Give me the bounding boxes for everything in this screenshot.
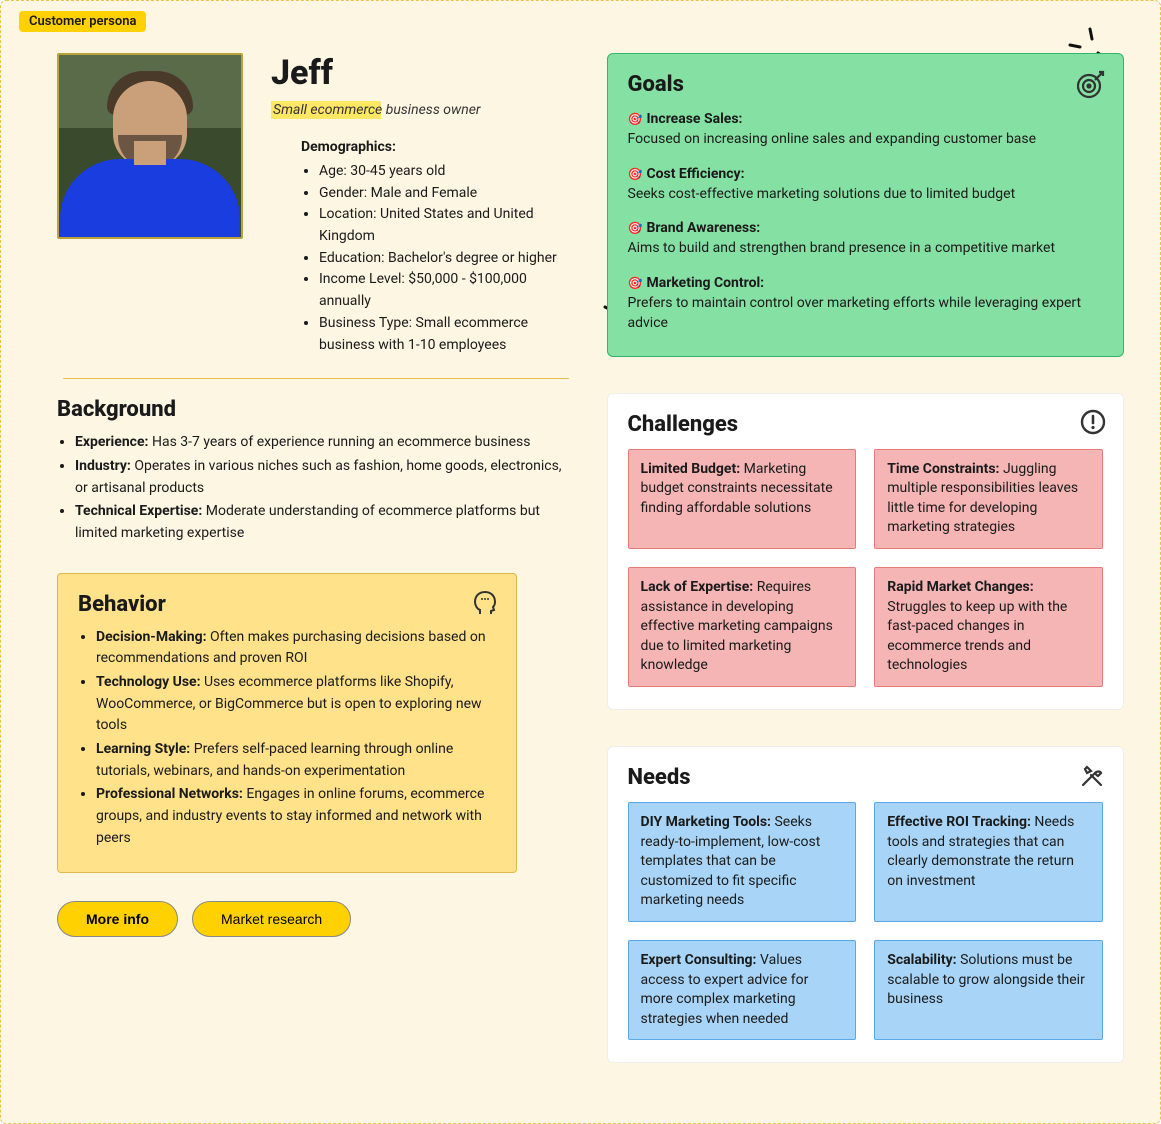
behavior-item: Technology Use: Uses ecommerce platforms… — [96, 672, 496, 737]
challenge-card: Limited Budget: Marketing budget constra… — [628, 449, 857, 549]
persona-page: Customer persona Jeff Small ecommerce bu… — [0, 0, 1161, 1124]
need-card: Effective ROI Tracking: Needs tools and … — [874, 802, 1103, 922]
challenges-panel: Challenges Limited Budget: Marketing bud… — [607, 393, 1125, 710]
profile-header: Jeff Small ecommerce business owner Demo… — [57, 53, 575, 356]
demographics-item: Location: United States and United Kingd… — [319, 204, 575, 247]
separator — [63, 378, 569, 379]
behavior-list: Decision-Making: Often makes purchasing … — [78, 627, 496, 850]
behavior-item: Decision-Making: Often makes purchasing … — [96, 627, 496, 670]
demographics-item: Age: 30-45 years old — [319, 161, 575, 183]
need-card: Scalability: Solutions must be scalable … — [874, 940, 1103, 1040]
challenge-card: Time Constraints: Juggling multiple resp… — [874, 449, 1103, 549]
head-icon — [470, 588, 500, 618]
goal-item: 🎯Cost Efficiency:Seeks cost-effective ma… — [628, 164, 1104, 205]
behavior-item: Learning Style: Prefers self-paced learn… — [96, 739, 496, 782]
demographics-item: Income Level: $50,000 - $100,000 annuall… — [319, 269, 575, 312]
dart-icon: 🎯 — [628, 276, 643, 290]
tools-icon — [1077, 761, 1107, 791]
challenges-title: Challenges — [628, 412, 1104, 437]
background-item: Technical Expertise: Moderate understand… — [75, 501, 575, 544]
more-info-button[interactable]: More info — [57, 901, 178, 937]
challenge-card: Rapid Market Changes: Struggles to keep … — [874, 567, 1103, 687]
background-list: Experience: Has 3-7 years of experience … — [57, 432, 575, 544]
goals-panel: Goals 🎯Increase Sales:Focused on increas… — [607, 53, 1125, 357]
demographics-item: Business Type: Small ecommerce business … — [319, 313, 575, 356]
avatar-image — [57, 53, 243, 239]
demographics-label: Demographics: — [301, 139, 575, 155]
dart-icon: 🎯 — [628, 112, 643, 126]
behavior-item: Professional Networks: Engages in online… — [96, 784, 496, 849]
needs-title: Needs — [628, 765, 1104, 790]
demographics-item: Education: Bachelor's degree or higher — [319, 248, 575, 270]
right-column: Goals 🎯Increase Sales:Focused on increas… — [607, 53, 1125, 1099]
left-column: Jeff Small ecommerce business owner Demo… — [57, 53, 575, 1099]
needs-panel: Needs DIY Marketing Tools: Seeks ready-t… — [607, 746, 1125, 1063]
background-item: Industry: Operates in various niches suc… — [75, 456, 575, 499]
behavior-panel: Behavior Decision-Making: Often makes pu… — [57, 573, 517, 873]
goals-title: Goals — [628, 72, 1104, 97]
persona-subtitle: Small ecommerce business owner — [271, 101, 483, 119]
dart-icon: 🎯 — [628, 221, 643, 235]
alert-icon — [1079, 408, 1107, 436]
profile-info: Jeff Small ecommerce business owner Demo… — [271, 53, 575, 356]
goal-item: 🎯Increase Sales:Focused on increasing on… — [628, 109, 1104, 150]
persona-tag: Customer persona — [19, 11, 146, 32]
goal-item: 🎯Brand Awareness:Aims to build and stren… — [628, 218, 1104, 259]
need-card: DIY Marketing Tools: Seeks ready-to-impl… — [628, 802, 857, 922]
persona-name: Jeff — [271, 53, 575, 93]
background-title: Background — [57, 397, 575, 422]
behavior-title: Behavior — [78, 592, 496, 617]
demographics-item: Gender: Male and Female — [319, 183, 575, 205]
need-card: Expert Consulting: Values access to expe… — [628, 940, 857, 1040]
action-buttons: More info Market research — [57, 901, 575, 937]
background-item: Experience: Has 3-7 years of experience … — [75, 432, 575, 454]
goal-item: 🎯Marketing Control:Prefers to maintain c… — [628, 273, 1104, 334]
challenge-card: Lack of Expertise: Requires assistance i… — [628, 567, 857, 687]
dart-icon: 🎯 — [628, 167, 643, 181]
demographics-list: Age: 30-45 years old Gender: Male and Fe… — [301, 161, 575, 356]
target-icon — [1075, 68, 1107, 100]
market-research-button[interactable]: Market research — [192, 901, 351, 937]
